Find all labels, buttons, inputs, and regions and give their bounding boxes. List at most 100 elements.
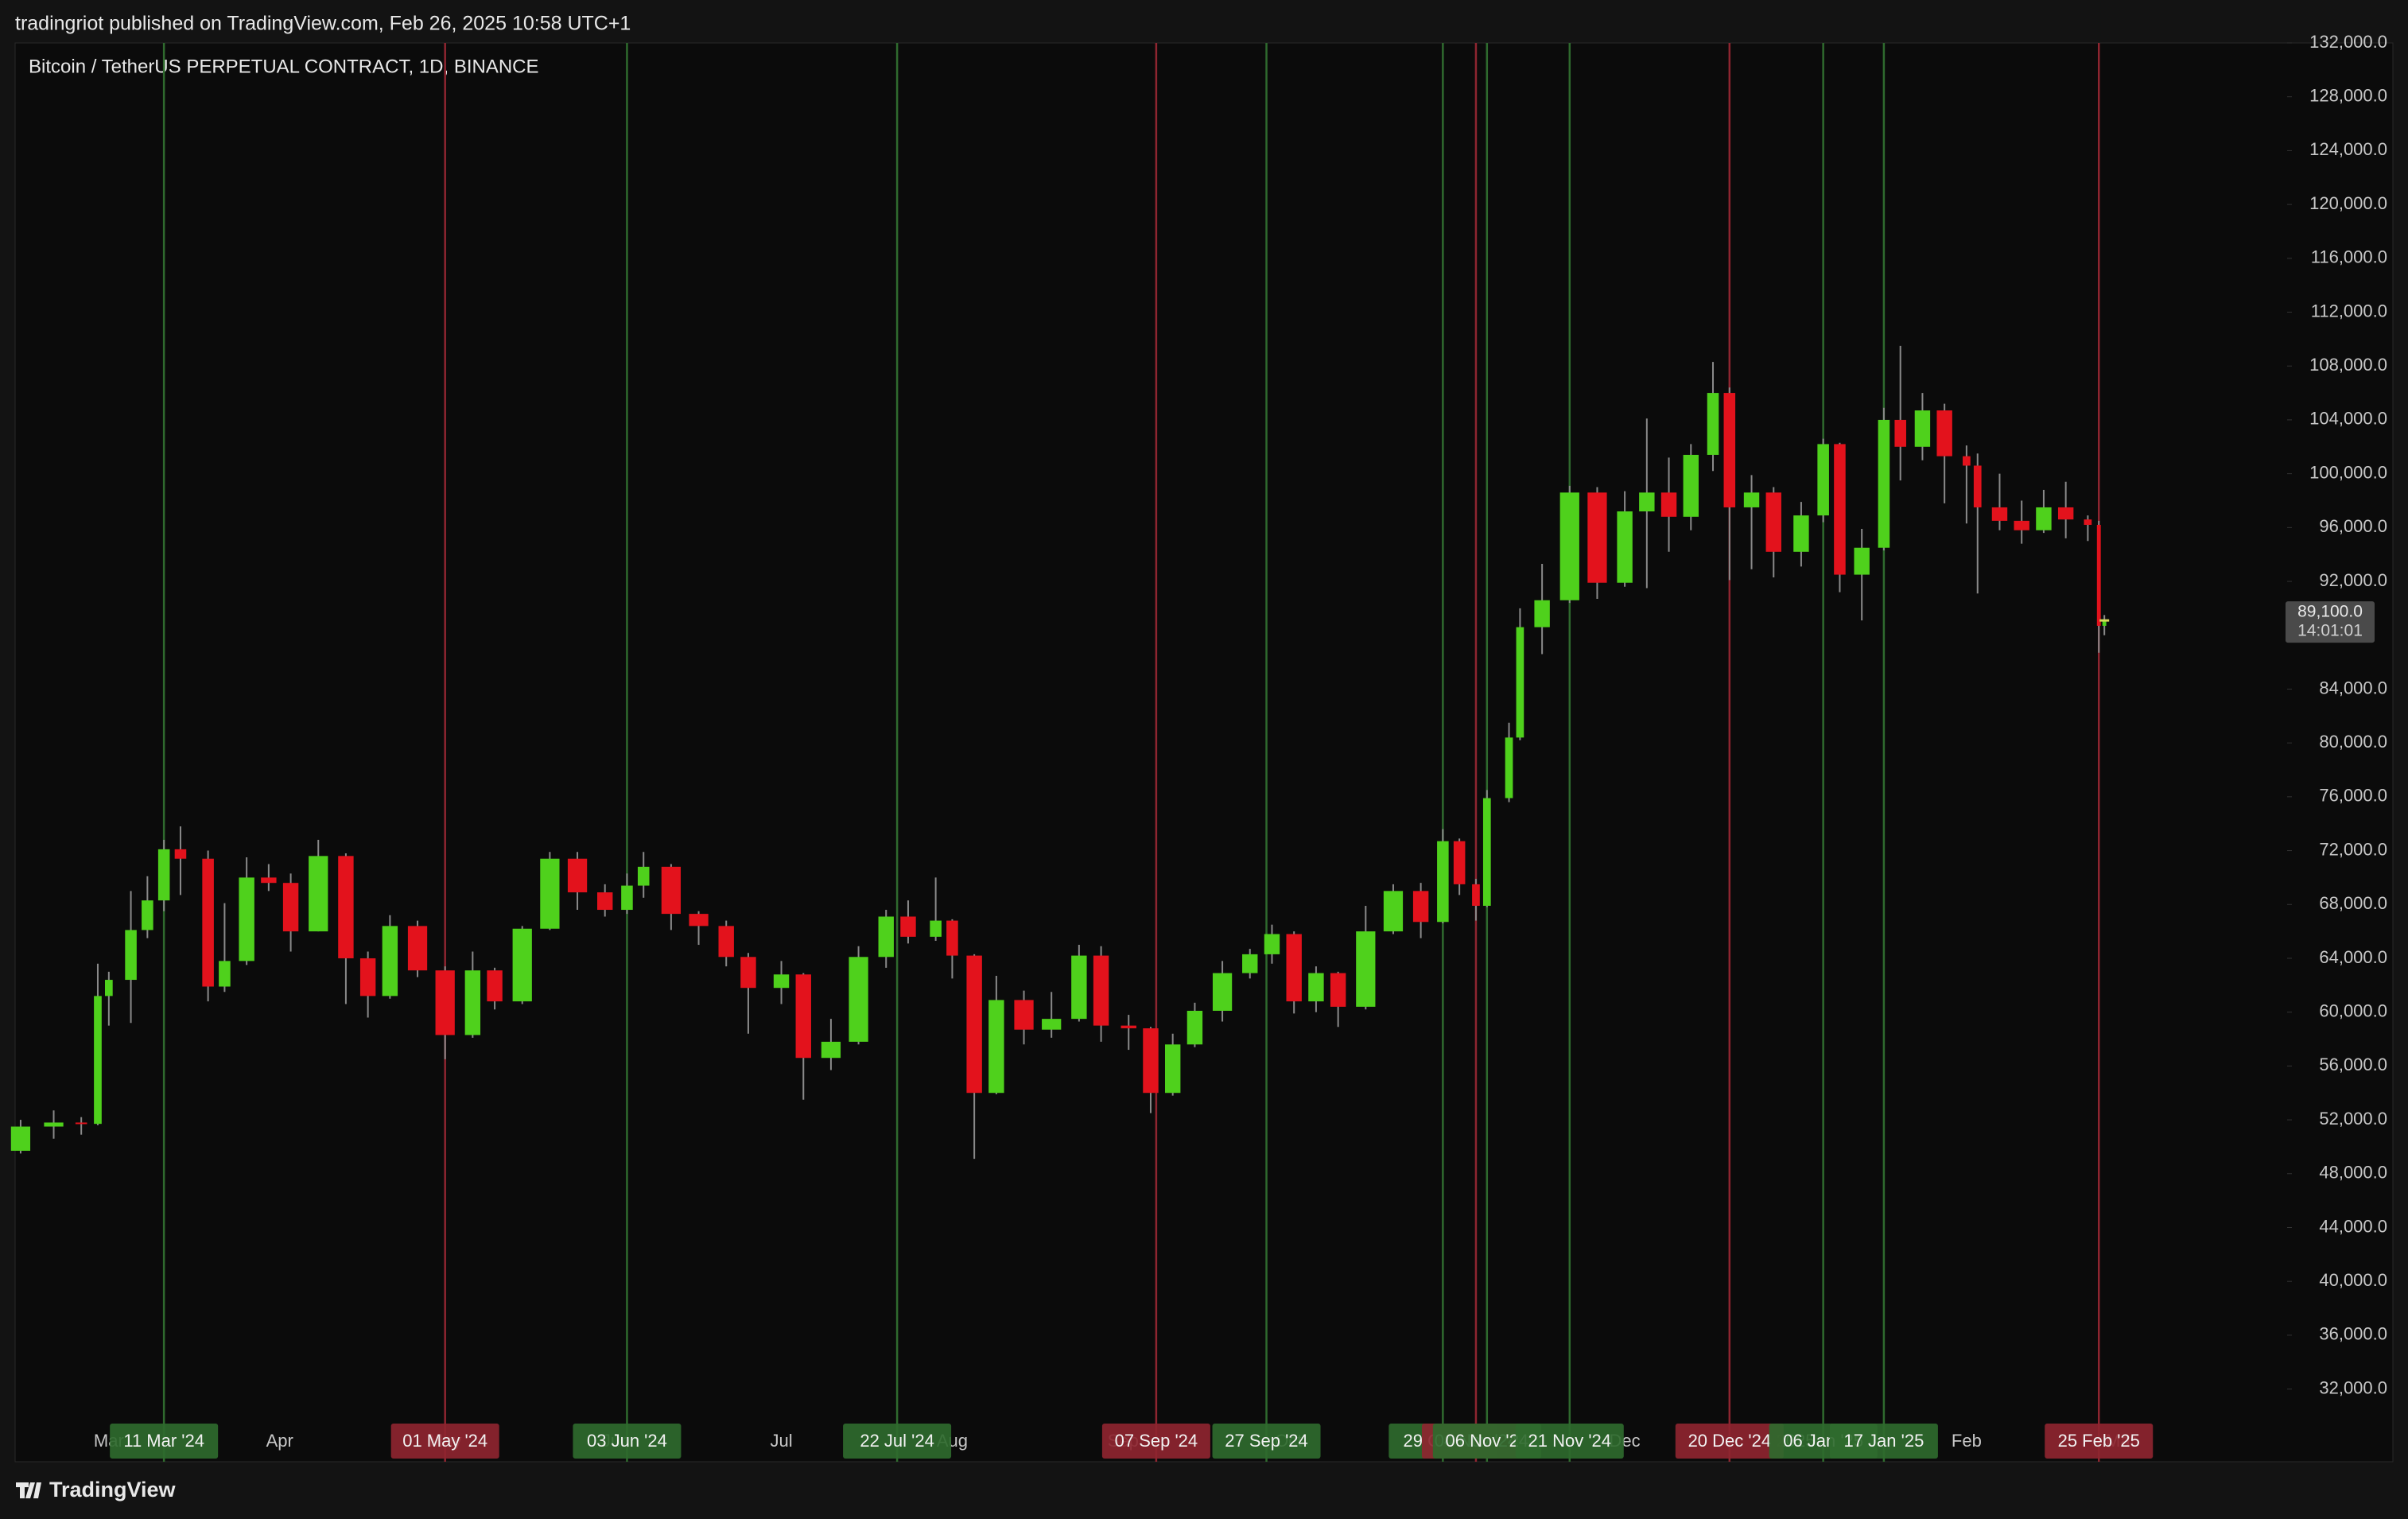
candle-body: [94, 996, 102, 1125]
header: tradingriot published on TradingView.com…: [15, 13, 631, 35]
event-label: 06 Nov '24: [1446, 1431, 1529, 1451]
candle-body: [142, 900, 153, 930]
candle-body: [382, 926, 398, 996]
candle-body: [1854, 547, 1870, 575]
candle-body: [2102, 620, 2107, 626]
y-tick-label: 32,000.0: [2319, 1377, 2387, 1397]
event-label: 21 Nov '24: [1528, 1431, 1612, 1451]
candle-body: [1936, 410, 1952, 456]
candle-body: [464, 970, 481, 1035]
candle-body: [1991, 507, 2008, 521]
candle-body: [261, 877, 277, 884]
candle-body: [1042, 1019, 1062, 1030]
y-tick-label: 96,000.0: [2319, 516, 2387, 536]
candle-body: [1093, 955, 1109, 1026]
candle-body: [1765, 492, 1781, 552]
candle-body: [1437, 841, 1449, 923]
candle-body: [1617, 511, 1633, 583]
candle-body: [44, 1122, 64, 1127]
candle-body: [1212, 973, 1233, 1011]
event-label-box: [1212, 1424, 1321, 1459]
candle-body: [75, 1122, 87, 1125]
event-label: 01 May '24: [402, 1431, 487, 1451]
event-label: 20 Dec '24: [1688, 1431, 1772, 1451]
candle-body: [1187, 1010, 1203, 1045]
candle-body: [1817, 444, 1829, 516]
candle-body: [1453, 841, 1466, 884]
candle-body: [1505, 737, 1513, 798]
candle-body: [1330, 973, 1346, 1007]
event-label: 07 Sep '24: [1115, 1431, 1198, 1451]
candle-body: [718, 926, 734, 958]
event-label-box: [1675, 1424, 1784, 1459]
candle-body: [1383, 891, 1404, 932]
y-tick-label: 68,000.0: [2319, 893, 2387, 913]
candle-body: [1914, 410, 1931, 447]
y-tick-label: 124,000.0: [2309, 139, 2387, 159]
chart-title: Bitcoin / TetherUS PERPETUAL CONTRACT, 1…: [29, 56, 539, 77]
y-tick-label: 52,000.0: [2319, 1109, 2387, 1129]
candle-body: [219, 961, 231, 987]
footer-logo[interactable]: TradingView: [16, 1478, 177, 1502]
candle-body: [946, 920, 958, 956]
candle-body: [174, 849, 187, 859]
y-tick-label: 84,000.0: [2319, 678, 2387, 697]
event-label-box: [110, 1424, 219, 1459]
candle-body: [637, 866, 650, 886]
event-label-box: [573, 1424, 682, 1459]
candle-body: [239, 877, 254, 962]
candle-body: [2036, 507, 2052, 530]
y-tick-label: 36,000.0: [2319, 1324, 2387, 1344]
candle-body: [740, 957, 756, 989]
candle-body: [821, 1041, 841, 1059]
candle-body: [540, 858, 560, 929]
x-tick-label: Jul: [770, 1431, 792, 1451]
y-tick-label: 120,000.0: [2309, 193, 2387, 213]
candle-body: [1963, 456, 1971, 466]
candle-body: [202, 858, 214, 987]
event-label-box: [1829, 1424, 1938, 1459]
candle-body: [1639, 492, 1655, 512]
candle-body: [878, 916, 894, 958]
candle-body: [661, 866, 682, 915]
candle-body: [1242, 954, 1258, 973]
y-tick-label: 64,000.0: [2319, 947, 2387, 967]
candle-body: [1482, 798, 1491, 906]
candle-body: [1356, 931, 1376, 1007]
event-label-box: [1432, 1424, 1541, 1459]
y-tick-label: 100,000.0: [2309, 462, 2387, 482]
event-label-box: [1101, 1424, 1210, 1459]
candle-body: [487, 970, 503, 1002]
candle-body: [1516, 627, 1524, 738]
candle-body: [1143, 1028, 1159, 1094]
candle-body: [1412, 891, 1429, 923]
candle-body: [900, 916, 916, 937]
candle-body: [407, 926, 428, 971]
candle-body: [1014, 1000, 1034, 1030]
event-label: 22 Jul '24: [860, 1431, 934, 1451]
candle-body: [1472, 884, 1480, 906]
y-tick-label: 72,000.0: [2319, 839, 2387, 859]
candle-body: [157, 849, 170, 901]
candle-body: [435, 970, 455, 1035]
candle-body: [1286, 934, 1302, 1002]
y-tick-label: 128,000.0: [2309, 86, 2387, 106]
y-tick-label: 40,000.0: [2319, 1270, 2387, 1290]
chart-panel: [14, 42, 2394, 1463]
y-tick-label: 44,000.0: [2319, 1216, 2387, 1236]
candle-body: [930, 920, 942, 937]
candle-body: [1559, 492, 1579, 600]
candle-body: [1120, 1025, 1136, 1028]
candle-body: [2014, 520, 2029, 530]
candle-body: [849, 957, 868, 1042]
candle-body: [125, 930, 137, 981]
candle-body: [1308, 973, 1324, 1002]
footer: TradingView: [49, 1478, 177, 1502]
candle-body: [689, 914, 709, 927]
last-price-box: [2286, 601, 2375, 643]
candle-body: [567, 858, 588, 893]
y-tick-label: 56,000.0: [2319, 1055, 2387, 1074]
candle-body: [1743, 492, 1760, 507]
y-tick-label: 132,000.0: [2309, 32, 2387, 52]
